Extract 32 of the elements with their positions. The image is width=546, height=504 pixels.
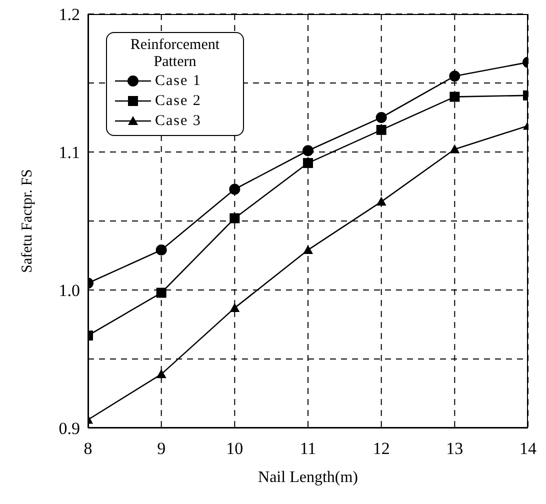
x-tick-label: 12 — [372, 439, 390, 458]
point — [450, 144, 460, 154]
legend-title: Reinforcement Pattern — [129, 37, 221, 71]
x-axis-title: Nail Length(m) — [258, 469, 358, 486]
x-tick-label: 14 — [520, 439, 537, 458]
y-tick-label: 1.0 — [58, 281, 80, 300]
x-tick-label: 10 — [226, 439, 244, 458]
y-tick-label: 1.1 — [58, 143, 80, 162]
legend-label: Case 3 — [155, 112, 202, 131]
point — [450, 92, 460, 102]
point — [303, 244, 313, 254]
x-tick-label: 11 — [300, 439, 316, 458]
y-tick-label: 0.9 — [58, 419, 80, 438]
x-tick-label: 9 — [157, 439, 166, 458]
point — [230, 213, 240, 224]
point — [303, 158, 313, 168]
point — [156, 288, 166, 298]
x-tick-label: 13 — [446, 439, 464, 458]
y-tick-label: 1.2 — [58, 5, 80, 24]
point — [302, 145, 314, 156]
point — [376, 112, 387, 123]
point — [156, 244, 167, 256]
point — [229, 184, 240, 195]
point — [449, 70, 460, 82]
point — [376, 196, 386, 206]
y-axis-title: Safetu Factpr. FS — [19, 169, 36, 273]
x-tick-label: 8 — [84, 439, 92, 458]
point — [376, 124, 386, 135]
legend-label: Case 2 — [155, 92, 202, 111]
legend-label: Case 1 — [155, 72, 202, 91]
point — [230, 302, 240, 312]
point — [156, 369, 166, 378]
